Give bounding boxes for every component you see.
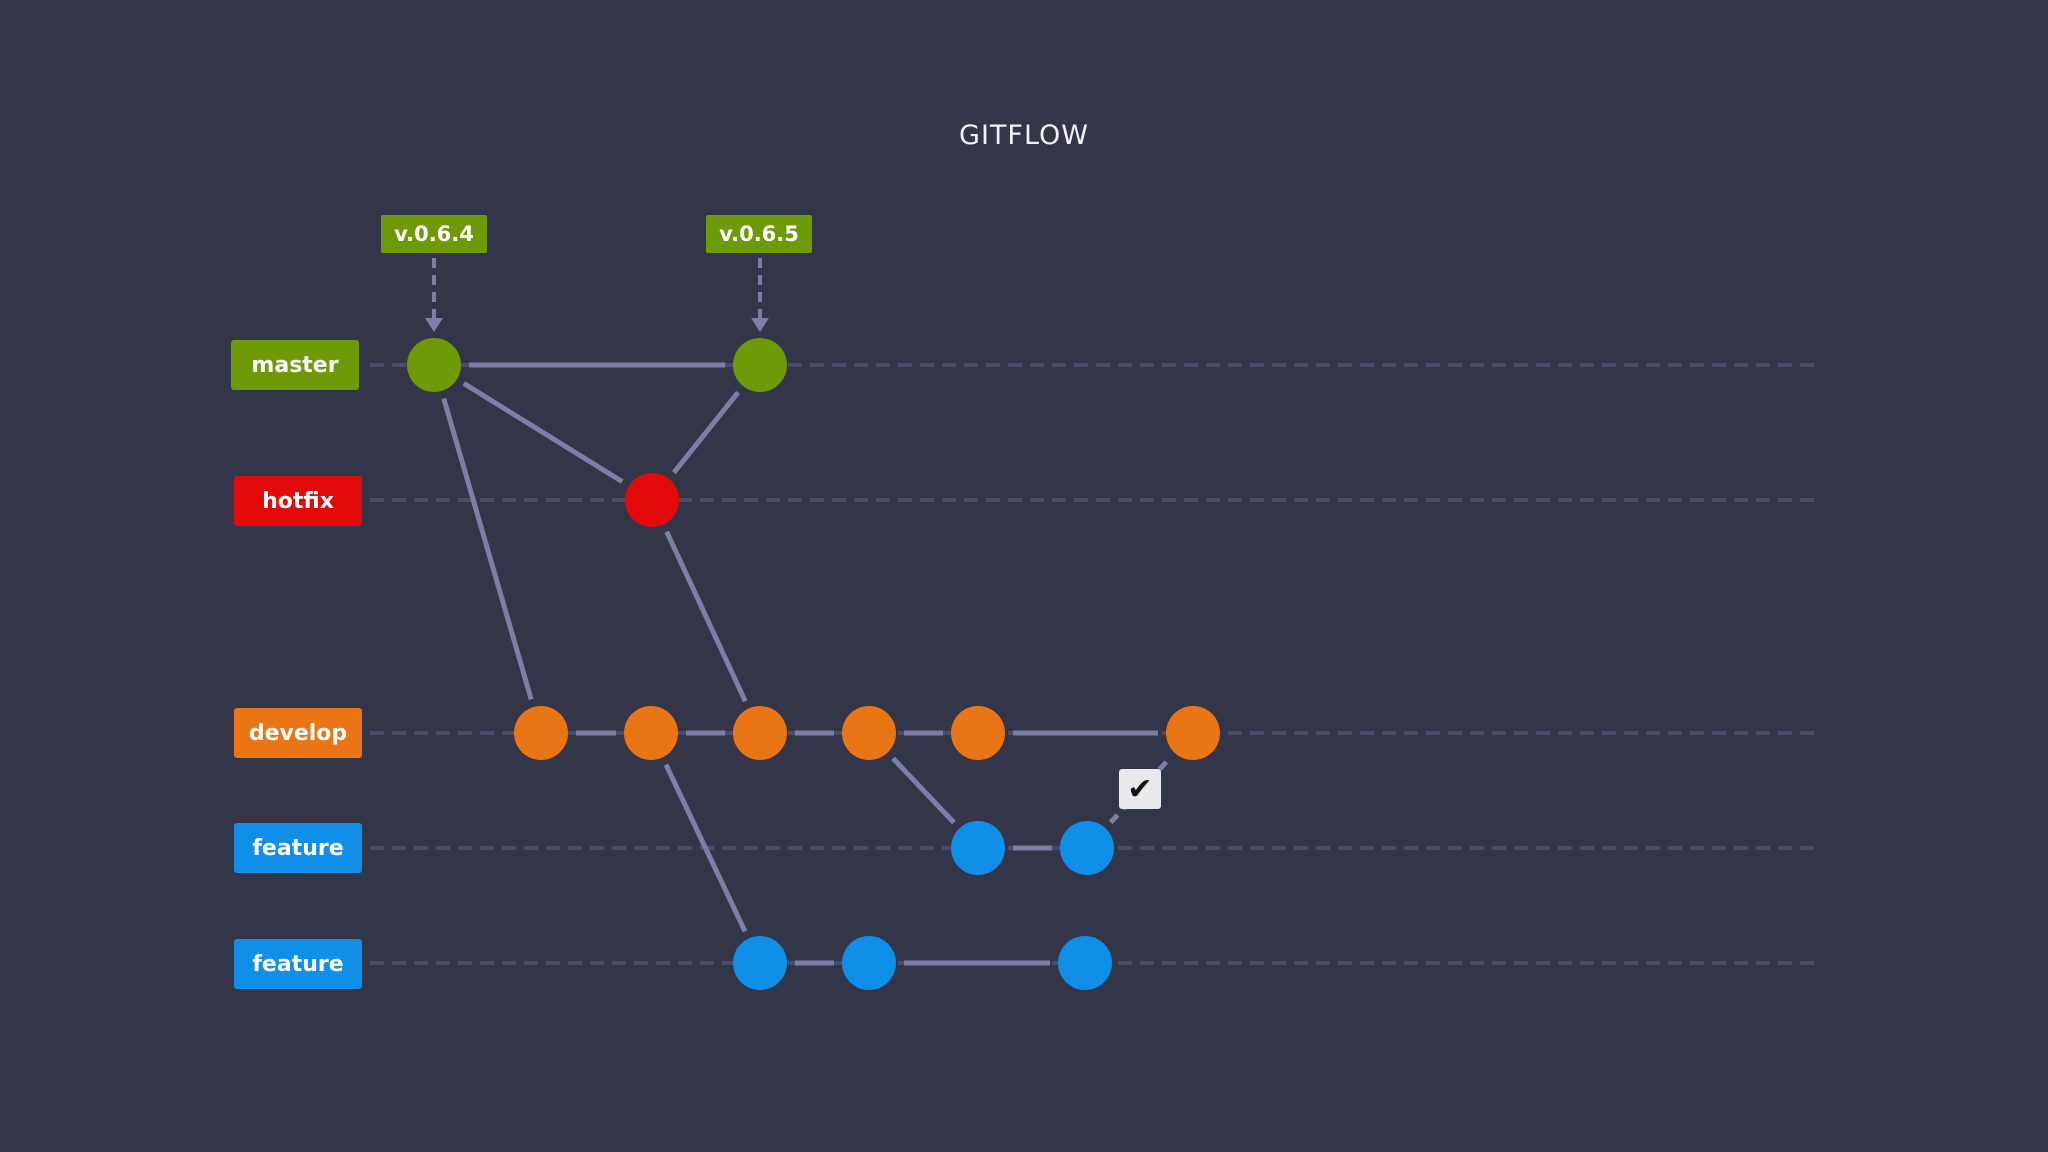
commit-node-f2c [1058, 936, 1112, 990]
commit-node-f1a [951, 821, 1005, 875]
tag-arrow-v065-head [751, 318, 769, 332]
branch-label-hotfix: hotfix [234, 476, 362, 526]
commit-node-d5 [951, 706, 1005, 760]
edge-master-to-develop [441, 397, 534, 701]
commit-node-d4 [842, 706, 896, 760]
branch-label-master: master [231, 340, 359, 390]
commit-node-f2b [842, 936, 896, 990]
edge-master-to-hotfix [462, 381, 624, 484]
tag-arrow-v064-head [425, 318, 443, 332]
commit-node-d6 [1166, 706, 1220, 760]
edge-hotfix-to-master [671, 390, 741, 475]
edge-develop-to-feature-2 [663, 763, 748, 933]
edge-hotfix-to-develop [664, 530, 748, 703]
branch-label-develop: develop [234, 708, 362, 758]
checkmark-icon: ✔ [1127, 771, 1153, 807]
diagram-title: GITFLOW [959, 120, 1089, 151]
edge-develop-to-feature-1 [891, 756, 956, 825]
commit-node-m1 [407, 338, 461, 392]
commit-node-d3 [733, 706, 787, 760]
merge-approved-checkbox: ✔ [1119, 769, 1161, 809]
branch-label-feature-2: feature [234, 939, 362, 989]
branch-label-feature-1: feature [234, 823, 362, 873]
commit-node-f2a [733, 936, 787, 990]
commit-node-d2 [624, 706, 678, 760]
commit-node-f1b [1060, 821, 1114, 875]
commit-node-d1 [514, 706, 568, 760]
tag-label-v064: v.0.6.4 [381, 215, 487, 253]
tag-label-v065: v.0.6.5 [706, 215, 812, 253]
commit-node-h1 [625, 473, 679, 527]
commit-node-m2 [733, 338, 787, 392]
